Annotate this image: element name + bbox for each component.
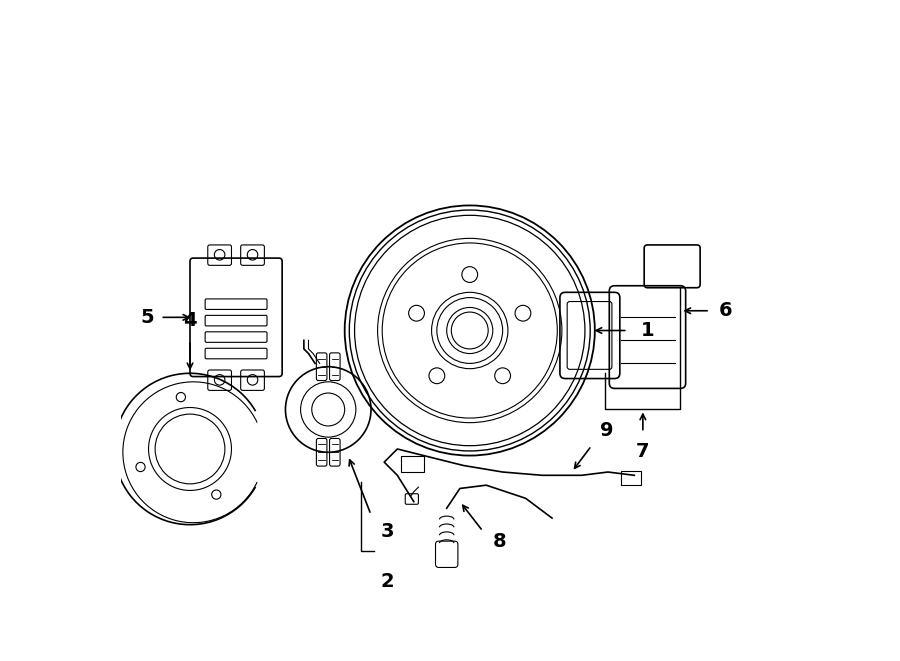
Text: 4: 4 [184,311,197,330]
Text: 6: 6 [718,301,733,320]
Text: 1: 1 [641,321,654,340]
Text: 9: 9 [600,421,614,440]
Text: 5: 5 [140,308,154,327]
FancyBboxPatch shape [400,455,424,472]
Text: 3: 3 [381,522,394,541]
FancyBboxPatch shape [621,471,641,485]
Text: 8: 8 [492,531,506,551]
Text: 2: 2 [381,572,394,592]
Text: 7: 7 [636,442,650,461]
